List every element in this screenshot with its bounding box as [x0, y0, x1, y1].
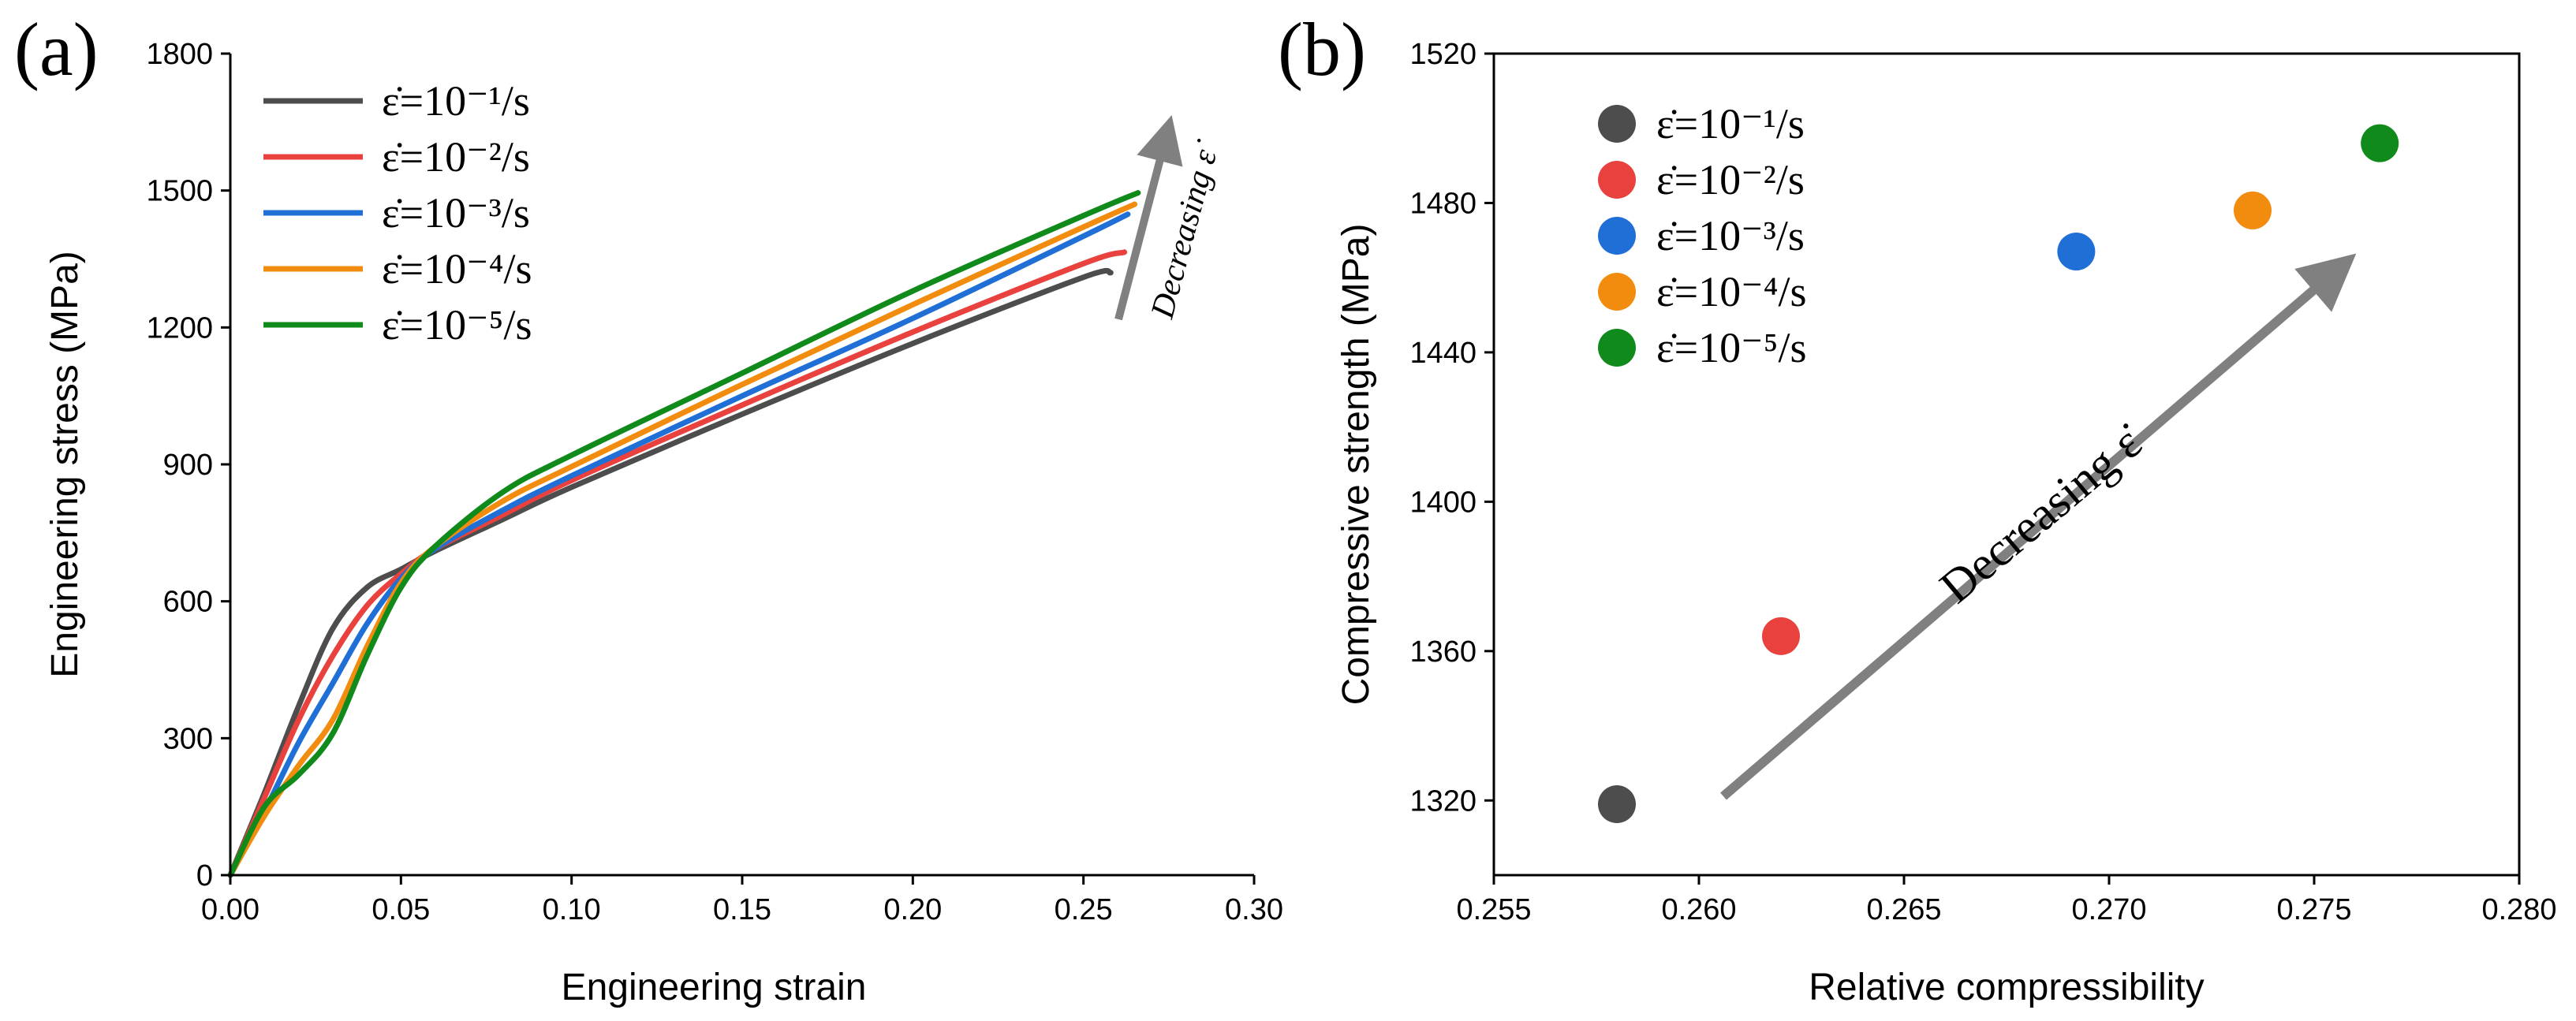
panel-a-x-axis-title: Engineering strain: [562, 967, 867, 1008]
panel-b-x-tick-label: 0.270: [2071, 893, 2146, 926]
panel-a-x-tick-label: 0.10: [543, 893, 601, 926]
panel-a: (a) 0.00 0.05 0.10 0.15 0.20 0.25 0.30 0 300 600…: [14, 7, 1283, 1008]
panel-b-legend-marker: [1598, 273, 1636, 311]
panel-b-y-tick-label: 1400: [1409, 486, 1477, 519]
panel-b-y-tick-label: 1520: [1409, 38, 1477, 71]
panel-b-legend-label: ε̇=10⁻³/s: [1656, 212, 1805, 259]
panel-a-series-line-2: [227, 249, 1128, 878]
panel-b-x-tick-label: 0.260: [1661, 893, 1736, 926]
panel-b-legend-marker: [1598, 161, 1636, 199]
panel-b-legend-label: ε̇=10⁻⁴/s: [1656, 268, 1806, 315]
panel-b-x-tick-label: 0.255: [1456, 893, 1531, 926]
panel-a-x-ticks: 0.00 0.05 0.10 0.15 0.20 0.25 0.30: [201, 875, 1283, 926]
panel-a-legend-label: ε̇=10⁻⁵/s: [382, 301, 532, 348]
panel-b-label: (b): [1278, 7, 1366, 91]
panel-b-legend-marker: [1598, 217, 1636, 255]
panel-a-x-tick-label: 0.05: [371, 893, 430, 926]
panel-b-data-point-1: [1598, 785, 1636, 824]
panel-a-x-tick-label: 0.20: [883, 893, 942, 926]
panel-b-trend-arrow: [1720, 253, 2357, 800]
panel-a-y-tick-label: 0: [196, 859, 213, 892]
panel-b-points: [1598, 124, 2399, 824]
panel-a-x-tick-label: 0.25: [1055, 893, 1113, 926]
panel-a-y-tick-label: 900: [163, 449, 213, 482]
panel-a-series-line-3: [227, 211, 1131, 878]
panel-a-y-tick-label: 1200: [146, 311, 213, 345]
panel-b-y-tick-label: 1440: [1409, 337, 1477, 370]
panel-b-x-tick-label: 0.265: [1866, 893, 1941, 926]
panel-a-y-axis-title: Engineering stress (MPa): [44, 251, 86, 678]
panel-a-plot-area: [227, 190, 1141, 878]
panel-b-legend-label: ε̇=10⁻¹/s: [1656, 100, 1805, 147]
panel-b: (b) 0.255 0.260 0.265 0.270 0.275 0.280 13201…: [1278, 7, 2557, 1008]
panel-a-series-line-5: [227, 190, 1141, 878]
panel-b-frame: [1492, 52, 2521, 877]
panel-b-legend-marker: [1598, 105, 1636, 143]
panel-a-legend-label: ε̇=10⁻¹/s: [382, 77, 530, 125]
panel-a-y-tick-label: 1500: [146, 175, 213, 208]
panel-b-x-ticks: 0.255 0.260 0.265 0.270 0.275 0.280: [1456, 875, 2557, 926]
panel-a-series-line-1: [227, 267, 1114, 878]
panel-b-y-tick-label: 1360: [1409, 635, 1477, 669]
panel-a-y-tick-label: 300: [163, 722, 213, 755]
panel-b-x-tick-label: 0.280: [2481, 893, 2556, 926]
panel-b-legend-marker: [1598, 329, 1636, 367]
panel-a-legend-label: ε̇=10⁻²/s: [382, 133, 530, 181]
panel-b-legend: ε̇=10⁻¹/s ε̇=10⁻²/s ε̇=10⁻³/s ε̇=10⁻⁴/s ε̇=1…: [1598, 100, 1806, 371]
panel-a-legend: ε̇=10⁻¹/s ε̇=10⁻²/s ε̇=10⁻³/s ε̇=10⁻⁴/s ε̇=1…: [263, 77, 532, 348]
panel-b-y-tick-label: 1480: [1409, 187, 1477, 220]
panel-b-data-point-5: [2361, 124, 2399, 162]
panel-b-y-ticks: 1320 1360 1400 1440 1480 1520: [1409, 38, 1494, 818]
panel-b-x-axis-title: Relative compressibility: [1809, 967, 2205, 1008]
panel-a-legend-label: ε̇=10⁻³/s: [382, 189, 530, 237]
panel-a-series-line-4: [227, 201, 1138, 878]
panel-a-x-tick-label: 0.30: [1225, 893, 1283, 926]
panel-a-y-ticks: 0 300 600 900 1200 1500 1800: [146, 38, 230, 892]
panel-b-data-point-4: [2234, 191, 2272, 229]
panel-b-trend-label: Decreasing ε̇: [1930, 414, 2153, 613]
panel-b-data-point-3: [2057, 233, 2096, 271]
panel-b-legend-label: ε̇=10⁻²/s: [1656, 156, 1805, 203]
panel-b-x-tick-label: 0.275: [2276, 893, 2351, 926]
panel-a-y-tick-label: 600: [163, 586, 213, 619]
panel-a-x-tick-label: 0.15: [713, 893, 771, 926]
panel-a-x-tick-label: 0.00: [201, 893, 259, 926]
panel-b-y-tick-label: 1320: [1409, 784, 1477, 818]
panel-b-y-axis-title: Compressive strength (MPa): [1335, 224, 1377, 706]
panel-a-y-tick-label: 1800: [146, 38, 213, 71]
panel-b-data-point-2: [1762, 617, 1800, 655]
panel-b-legend-label: ε̇=10⁻⁵/s: [1656, 324, 1806, 371]
panel-a-label: (a): [14, 7, 99, 91]
panel-a-legend-label: ε̇=10⁻⁴/s: [382, 245, 532, 293]
panel-a-trend-arrow: [1114, 114, 1183, 321]
